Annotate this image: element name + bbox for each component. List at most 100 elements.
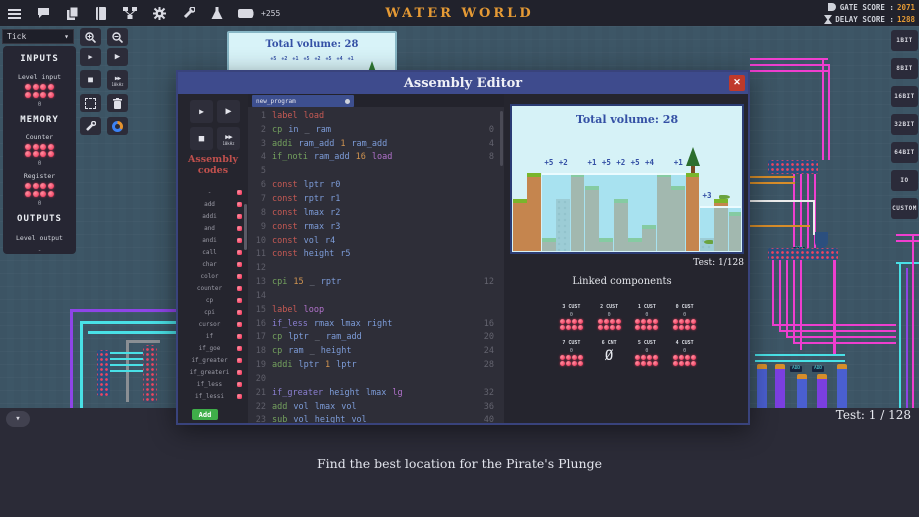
zoom-out-button[interactable] bbox=[107, 28, 128, 46]
sidebar-button-1bit[interactable]: 1BIT bbox=[891, 30, 918, 51]
document-icon[interactable] bbox=[64, 5, 80, 21]
select-button[interactable] bbox=[80, 94, 101, 112]
op-item[interactable]: if_lessi bbox=[182, 390, 244, 400]
op-item[interactable]: counter bbox=[182, 282, 244, 294]
zoom-out-icon bbox=[112, 31, 123, 43]
op-item[interactable]: call bbox=[182, 246, 244, 258]
op-remove-dot[interactable] bbox=[237, 309, 242, 315]
op-item[interactable]: andi bbox=[182, 234, 244, 246]
tick-dropdown[interactable]: Tick ▾ bbox=[2, 29, 74, 44]
close-button[interactable]: ✕ bbox=[729, 75, 745, 91]
stop-button[interactable]: ■ bbox=[80, 70, 101, 88]
tool-button[interactable] bbox=[80, 117, 101, 135]
op-remove-dot[interactable] bbox=[237, 225, 242, 231]
fast-forward-button[interactable]: ▶▶ 10kHz bbox=[107, 70, 128, 90]
delete-button[interactable] bbox=[107, 94, 128, 112]
assembly-codes-heading: Assembly codes bbox=[188, 154, 238, 176]
editor-scrollbar[interactable] bbox=[500, 111, 503, 166]
op-item[interactable]: cpi bbox=[182, 306, 244, 318]
code-token: lmax bbox=[340, 318, 361, 329]
wrench-icon[interactable] bbox=[180, 5, 196, 21]
gear-icon[interactable] bbox=[151, 5, 167, 21]
sidebar-button-64bit[interactable]: 64BIT bbox=[891, 142, 918, 163]
chat-icon[interactable] bbox=[35, 5, 51, 21]
op-item[interactable]: addi bbox=[182, 210, 244, 222]
tab-new-program[interactable]: new_program bbox=[252, 95, 354, 107]
opcode-list-scrollbar[interactable] bbox=[244, 204, 247, 250]
play-button[interactable]: ▶ bbox=[217, 100, 240, 123]
op-item[interactable]: and bbox=[182, 222, 244, 234]
wire-purple bbox=[70, 309, 235, 312]
op-item[interactable]: char bbox=[182, 258, 244, 270]
op-remove-dot[interactable] bbox=[237, 249, 242, 255]
led-dot bbox=[565, 319, 571, 324]
op-remove-dot[interactable] bbox=[237, 393, 242, 399]
op-remove-dot[interactable] bbox=[237, 357, 242, 363]
op-item[interactable]: color bbox=[182, 270, 244, 282]
level-input-display[interactable] bbox=[25, 84, 54, 98]
code-lines[interactable]: 1 label load 2 cp in _ ram 0 3 addi ram_add 1 ram_add… bbox=[248, 109, 504, 423]
code-line: 15 label loop bbox=[248, 303, 504, 317]
ring-icon bbox=[112, 120, 123, 132]
sidebar-button-custom[interactable]: CUSTOM bbox=[891, 198, 918, 219]
tab-close-icon[interactable] bbox=[345, 98, 350, 104]
fast-forward-button[interactable]: ▶▶ 10kHz bbox=[217, 127, 240, 150]
op-remove-dot[interactable] bbox=[237, 381, 242, 387]
step-button[interactable]: ▶ bbox=[80, 48, 101, 66]
sidebar-button-32bit[interactable]: 32BIT bbox=[891, 114, 918, 135]
op-item[interactable]: if_greater bbox=[182, 354, 244, 366]
total-volume-title: Total volume: 28 bbox=[575, 113, 679, 126]
op-item-label: addi bbox=[202, 212, 217, 220]
led-dot bbox=[559, 361, 565, 366]
op-remove-dot[interactable] bbox=[237, 273, 242, 279]
byte-offset: 16 bbox=[483, 318, 494, 329]
op-remove-dot[interactable] bbox=[237, 201, 242, 207]
sidebar-button-io[interactable]: IO bbox=[891, 170, 918, 191]
step-button[interactable]: ▶ bbox=[190, 100, 213, 123]
code-token: rmax bbox=[313, 318, 335, 329]
battery-icon[interactable] bbox=[238, 5, 254, 21]
op-remove-dot[interactable] bbox=[237, 213, 242, 219]
op-item[interactable]: - bbox=[182, 186, 244, 198]
op-item[interactable]: if_greateri bbox=[182, 366, 244, 378]
op-item[interactable]: cp bbox=[182, 294, 244, 306]
zoom-in-button[interactable] bbox=[80, 28, 101, 46]
op-item[interactable]: cursor bbox=[182, 318, 244, 330]
op-item[interactable]: if_less bbox=[182, 378, 244, 390]
counter-display[interactable] bbox=[25, 143, 54, 157]
wire-cyan bbox=[110, 370, 143, 372]
op-remove-dot[interactable] bbox=[237, 333, 242, 339]
op-item[interactable]: if_goe bbox=[182, 342, 244, 354]
sidebar-button-16bit[interactable]: 16BIT bbox=[891, 86, 918, 107]
collapse-panel-button[interactable]: ▾ bbox=[6, 411, 30, 427]
led-dot bbox=[571, 319, 577, 324]
op-remove-dot[interactable] bbox=[237, 345, 242, 351]
op-remove-dot[interactable] bbox=[237, 321, 242, 327]
menu-icon[interactable] bbox=[6, 5, 22, 21]
op-remove-dot[interactable] bbox=[237, 237, 242, 243]
code-editor[interactable]: new_program 1 label load 2 cp in _ ram 0 3 addi ram… bbox=[248, 94, 504, 423]
hierarchy-icon[interactable] bbox=[122, 5, 138, 21]
op-item[interactable]: add bbox=[182, 198, 244, 210]
modal-titlebar[interactable]: Assembly Editor ✕ bbox=[178, 72, 748, 94]
stop-button[interactable]: ■ bbox=[190, 127, 213, 150]
flask-icon[interactable] bbox=[209, 5, 225, 21]
play-button[interactable]: ▶ bbox=[107, 48, 128, 66]
led-dot bbox=[647, 325, 653, 330]
component-chip bbox=[97, 350, 110, 396]
code-token: const bbox=[272, 180, 298, 191]
op-remove-dot[interactable] bbox=[237, 369, 242, 375]
code-line: 10 const vol r4 bbox=[248, 234, 504, 248]
op-remove-dot[interactable] bbox=[237, 189, 242, 195]
op-remove-dot[interactable] bbox=[237, 261, 242, 267]
op-remove-dot[interactable] bbox=[237, 297, 242, 303]
book-icon[interactable] bbox=[93, 5, 109, 21]
register-display[interactable] bbox=[25, 183, 54, 197]
op-remove-dot[interactable] bbox=[237, 285, 242, 291]
op-item[interactable]: if bbox=[182, 330, 244, 342]
reset-button[interactable] bbox=[107, 117, 128, 135]
add-opcode-button[interactable]: Add bbox=[192, 409, 218, 420]
led-dot bbox=[40, 151, 47, 157]
sidebar-button-8bit[interactable]: 8BIT bbox=[891, 58, 918, 79]
led-dot bbox=[577, 325, 583, 330]
